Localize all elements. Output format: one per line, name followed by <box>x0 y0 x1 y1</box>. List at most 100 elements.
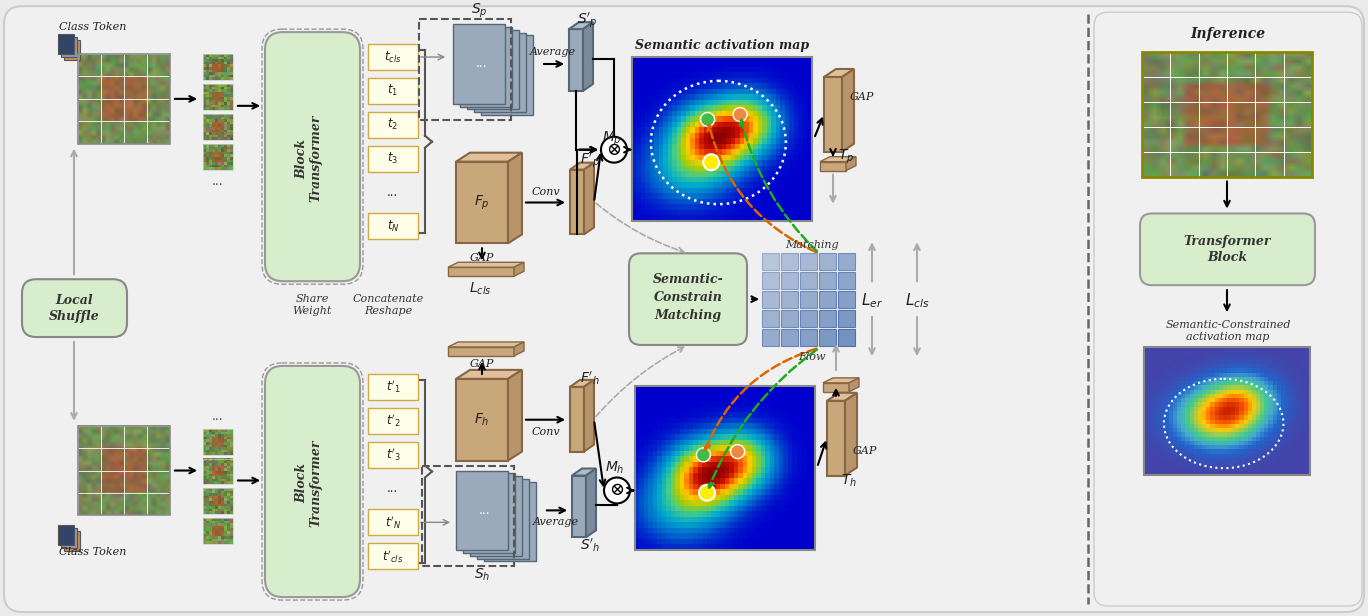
Bar <box>781 291 798 308</box>
Text: $t'_2$: $t'_2$ <box>386 412 401 429</box>
Bar <box>456 161 508 243</box>
Text: $F_h$: $F_h$ <box>475 411 490 428</box>
Bar <box>202 114 233 140</box>
Bar <box>62 37 77 57</box>
Bar <box>781 310 798 327</box>
Text: $t'_{cls}$: $t'_{cls}$ <box>383 548 404 564</box>
Polygon shape <box>824 378 859 383</box>
Polygon shape <box>456 370 523 379</box>
Text: $t'_1$: $t'_1$ <box>386 378 401 395</box>
Circle shape <box>731 445 744 458</box>
Bar <box>78 426 170 516</box>
Bar <box>368 44 419 70</box>
Text: $T_p$: $T_p$ <box>837 147 854 166</box>
Bar <box>819 329 836 346</box>
Bar <box>368 146 419 172</box>
Circle shape <box>703 154 720 170</box>
Text: Share: Share <box>295 294 328 304</box>
Text: $L_{cls}$: $L_{cls}$ <box>469 281 491 298</box>
Text: $F'_h$: $F'_h$ <box>580 369 599 387</box>
Text: Conv: Conv <box>532 187 561 197</box>
Bar <box>453 24 505 104</box>
Circle shape <box>605 477 631 503</box>
Bar <box>781 329 798 346</box>
Bar <box>368 112 419 138</box>
Bar <box>368 442 419 468</box>
Bar <box>800 291 817 308</box>
Text: $S'_p$: $S'_p$ <box>577 10 598 30</box>
Bar <box>202 488 233 514</box>
Text: $t_1$: $t_1$ <box>387 83 398 99</box>
Text: GAP: GAP <box>469 253 494 263</box>
Text: GAP: GAP <box>850 92 874 102</box>
Bar <box>471 476 523 556</box>
Bar <box>78 54 170 144</box>
Text: $t_{cls}$: $t_{cls}$ <box>384 49 402 65</box>
Polygon shape <box>850 378 859 392</box>
Text: Semantic-Constrained: Semantic-Constrained <box>1166 320 1291 330</box>
Bar <box>781 272 798 289</box>
Text: ...: ... <box>476 57 488 70</box>
Text: $M_p$: $M_p$ <box>602 129 622 148</box>
Text: Flow: Flow <box>799 352 826 362</box>
Bar <box>368 78 419 104</box>
Text: $F'_p$: $F'_p$ <box>580 151 601 171</box>
FancyBboxPatch shape <box>629 253 747 345</box>
Text: Block: Block <box>295 139 309 179</box>
Text: $T_h$: $T_h$ <box>841 472 856 488</box>
FancyBboxPatch shape <box>1094 12 1363 606</box>
Text: $t'_N$: $t'_N$ <box>384 514 401 530</box>
Text: $S'_h$: $S'_h$ <box>580 537 601 554</box>
Text: ...: ... <box>212 410 224 423</box>
Bar <box>819 272 836 289</box>
Bar <box>570 387 584 452</box>
Text: ...: ... <box>387 186 398 199</box>
Text: Average: Average <box>529 47 576 57</box>
Bar <box>460 27 512 107</box>
Bar <box>828 401 845 476</box>
Bar <box>368 374 419 400</box>
Bar <box>800 253 817 270</box>
FancyBboxPatch shape <box>265 366 360 597</box>
Bar <box>824 383 850 392</box>
Bar <box>824 77 841 152</box>
Polygon shape <box>456 153 523 161</box>
Circle shape <box>733 108 747 121</box>
Bar <box>419 19 512 120</box>
Bar <box>839 253 855 270</box>
Polygon shape <box>583 22 592 91</box>
Polygon shape <box>584 163 594 234</box>
Bar <box>762 310 778 327</box>
Text: Transformer: Transformer <box>309 115 323 203</box>
Bar <box>368 214 419 240</box>
Text: ⊗: ⊗ <box>609 482 625 500</box>
Polygon shape <box>824 69 854 77</box>
Text: $t'_3$: $t'_3$ <box>386 446 401 463</box>
Polygon shape <box>586 469 596 537</box>
Bar <box>482 35 534 115</box>
FancyBboxPatch shape <box>265 32 360 282</box>
Bar <box>202 518 233 545</box>
Bar <box>484 482 536 561</box>
Bar <box>819 161 845 171</box>
Bar <box>819 291 836 308</box>
Bar <box>635 386 815 550</box>
Text: Average: Average <box>534 517 579 527</box>
Bar <box>456 471 508 550</box>
Bar <box>569 29 583 91</box>
Text: $M_h$: $M_h$ <box>605 460 625 476</box>
Bar <box>202 54 233 80</box>
Bar <box>800 272 817 289</box>
Text: Local: Local <box>55 294 93 307</box>
Bar <box>62 529 77 548</box>
Text: Shuffle: Shuffle <box>49 310 100 323</box>
Bar <box>57 525 74 545</box>
Text: Semantic-: Semantic- <box>653 273 724 286</box>
Bar <box>800 310 817 327</box>
Text: Class Token: Class Token <box>59 22 127 32</box>
Bar <box>202 429 233 455</box>
Bar <box>473 33 527 112</box>
Bar <box>800 329 817 346</box>
Bar <box>839 329 855 346</box>
Bar <box>570 169 584 234</box>
